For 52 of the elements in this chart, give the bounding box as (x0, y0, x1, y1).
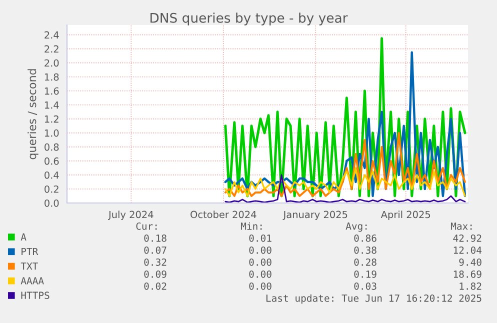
text: 9.40 (459, 258, 482, 266)
text: 0.18 (144, 234, 166, 242)
text: 12.04 (454, 246, 482, 254)
y-tick-label: 0.8 (44, 143, 59, 151)
line-series (224, 132, 466, 197)
text: 42.92 (453, 234, 482, 242)
y-tick-label: 1.0 (44, 129, 59, 137)
text: 0.03 (354, 282, 376, 290)
y-tick-label: 0.6 (44, 157, 59, 165)
text: 0.38 (354, 246, 376, 254)
text: 1.82 (460, 282, 482, 290)
text: Cur: (136, 222, 157, 230)
x-tick-label: October 2024 (190, 210, 256, 218)
text: Avg: (346, 222, 367, 232)
y-tick-label: 1.2 (44, 115, 58, 123)
text: 18.69 (454, 270, 482, 278)
text: 0.00 (249, 270, 272, 278)
y-tick-label: 0.2 (44, 185, 58, 193)
legend-label: HTTPS (21, 292, 50, 300)
y-tick-label: 2.0 (44, 59, 59, 67)
x-tick-label: April 2025 (380, 210, 430, 220)
legend-label: A (20, 233, 26, 240)
text: 0.28 (354, 258, 376, 266)
text: 0.02 (144, 282, 166, 290)
x-tick-label: January 2025 (282, 210, 348, 220)
x-tick-label: July 2024 (108, 210, 154, 220)
text: 0.07 (144, 246, 166, 254)
line-series (224, 167, 466, 197)
text: 0.00 (249, 258, 272, 266)
text: 0.00 (249, 246, 272, 254)
text: 0.32 (144, 258, 166, 266)
y-tick-label: 2.4 (44, 31, 59, 39)
text: 0.09 (144, 270, 166, 278)
legend-label: AAAA (20, 277, 44, 284)
text: 0.19 (354, 270, 376, 278)
text: 0.00 (249, 282, 272, 290)
text: 0.01 (249, 234, 272, 242)
y-tick-label: 1.4 (44, 101, 59, 109)
text: Last update: Tue Jun 17 16:20:12 2025 (266, 294, 482, 304)
y-tick-label: 0.4 (44, 171, 59, 179)
chart-title: DNS queries by type - by year (150, 12, 348, 26)
text: Max: (450, 222, 472, 230)
legend-label: PTR (22, 248, 38, 256)
legend-label: TXT (20, 262, 38, 270)
y-tick-label: 1.8 (44, 73, 59, 81)
text: 0.86 (354, 234, 376, 242)
y-axis-title: queries / second (28, 69, 38, 160)
line-series (224, 174, 466, 203)
text: Min: (240, 222, 262, 230)
y-tick-label: 2.2 (44, 45, 58, 53)
y-tick-label: 0.0 (44, 199, 59, 207)
y-tick-label: 1.6 (44, 87, 59, 95)
